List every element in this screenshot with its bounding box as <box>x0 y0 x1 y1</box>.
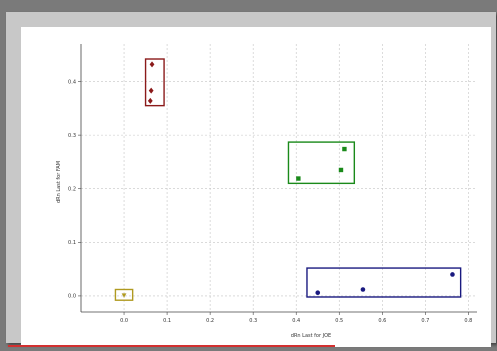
y-tick-label: 0.4 <box>68 79 76 85</box>
y-tick-label: 0.3 <box>68 133 76 139</box>
x-tick-label: 0.2 <box>206 318 214 324</box>
cluster-box <box>287 141 356 185</box>
y-tick-label: 0.1 <box>68 240 76 246</box>
x-tick-label: 0.5 <box>335 318 343 324</box>
grid-lines <box>81 44 477 312</box>
data-point <box>360 287 366 292</box>
axes: 0.0 0.1 0.2 0.3 0.4 0.5 0.6 0.7 0.8 0.0 0.1 0.2 0.3 0… <box>68 44 477 324</box>
y-tick-label: 0.0 <box>68 294 76 300</box>
x-axis-label: dRn Last for JOE <box>291 333 331 339</box>
data-point <box>450 272 455 277</box>
cluster-box <box>114 288 134 301</box>
data-point <box>315 290 321 296</box>
x-tick-label: 0.8 <box>464 318 472 324</box>
chart-canvas: 0.0 0.1 0.2 0.3 0.4 0.5 0.6 0.7 0.8 0.0 0.1 0.2 0.3 0… <box>21 27 491 347</box>
data-point <box>148 87 154 94</box>
cluster-box <box>306 267 462 298</box>
data-point <box>147 97 153 104</box>
x-tick-label: 0.4 <box>292 318 300 324</box>
scatter-chart: 0.0 0.1 0.2 0.3 0.4 0.5 0.6 0.7 0.8 0.0 0.1 0.2 0.3 0… <box>56 44 477 339</box>
data-point <box>121 293 127 298</box>
x-tick-label: 0.3 <box>249 318 257 324</box>
data-point <box>296 176 301 181</box>
cluster-box <box>144 58 165 107</box>
x-tick-label: 0.7 <box>421 318 429 324</box>
x-tick-label: 0.1 <box>163 318 171 324</box>
y-tick-label: 0.2 <box>68 187 76 193</box>
data-points <box>121 61 455 298</box>
x-tick-label: 0.6 <box>378 318 386 324</box>
red-underline <box>8 345 335 347</box>
data-point <box>149 61 155 68</box>
y-axis-label: dRn Last for FAM <box>56 161 62 203</box>
data-point <box>342 146 347 152</box>
chart-panel: 0.0 0.1 0.2 0.3 0.4 0.5 0.6 0.7 0.8 0.0 0.1 0.2 0.3 0… <box>6 12 496 347</box>
x-tick-label: 0.0 <box>120 318 128 324</box>
cluster-boxes <box>114 58 462 301</box>
data-point <box>338 167 344 173</box>
